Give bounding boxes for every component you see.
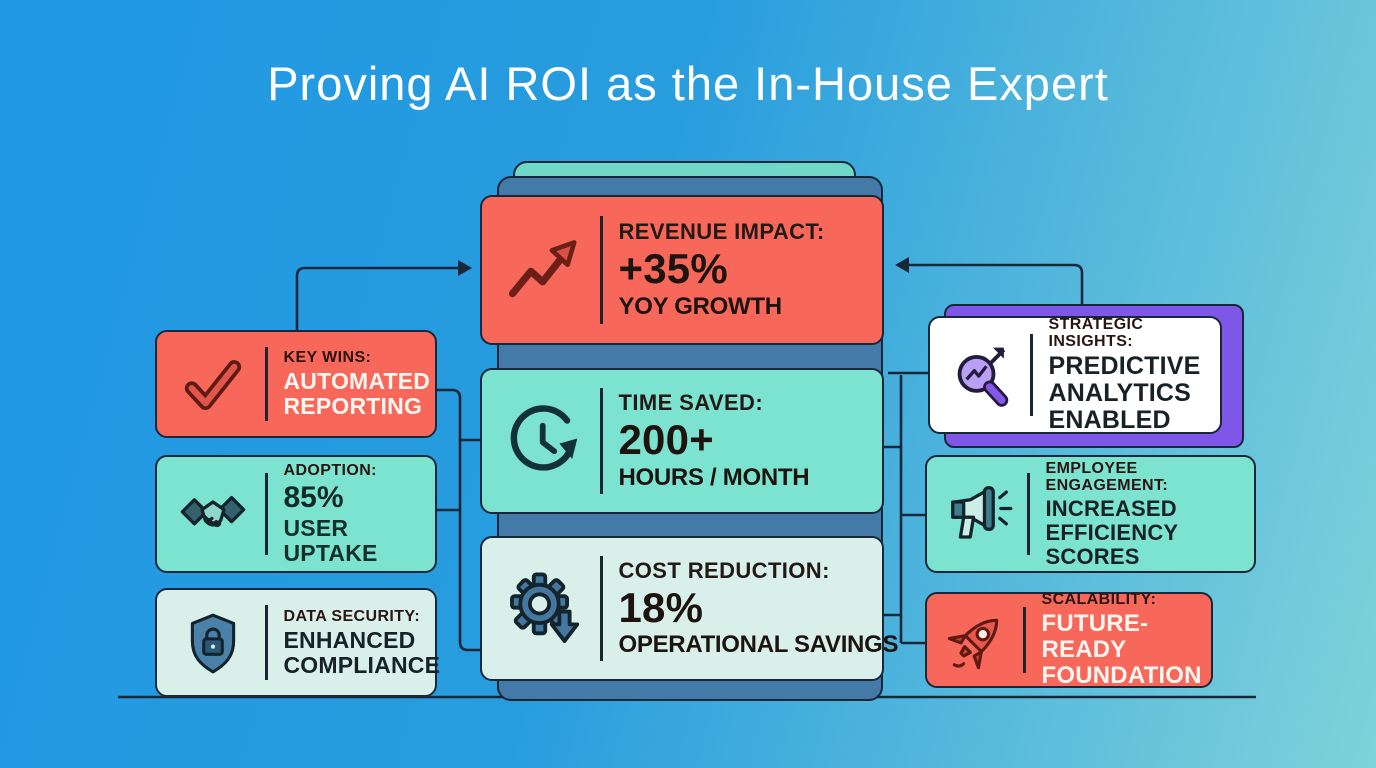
- card-key-wins: KEY WINS: AUTOMATED REPORTING: [155, 330, 437, 438]
- handshake-icon: [161, 457, 265, 571]
- card-label: EMPLOYEE ENGAGEMENT:: [1045, 459, 1169, 494]
- card-label: ADOPTION:: [283, 462, 377, 480]
- card-revenue-impact: REVENUE IMPACT: +35% YOY GROWTH: [480, 195, 884, 345]
- clock-history-icon: [488, 370, 600, 512]
- card-value: 200+: [618, 416, 714, 464]
- card-value: 18%: [618, 583, 704, 631]
- card-label: STRATEGIC INSIGHTS:: [1048, 315, 1144, 350]
- card-detail: OPERATIONAL SAVINGS: [618, 631, 899, 659]
- arrow-left: [295, 266, 460, 332]
- divider: [265, 604, 268, 681]
- card-time-saved: TIME SAVED: 200+ HOURS / MONTH: [480, 368, 884, 514]
- card-value: ENHANCED COMPLIANCE: [283, 626, 441, 678]
- page-title: Proving AI ROI as the In-House Expert: [267, 57, 1109, 110]
- card-value: AUTOMATED REPORTING: [283, 368, 431, 420]
- shield-lock-icon: [161, 590, 265, 695]
- rocket-icon: [931, 594, 1023, 686]
- trend-up-icon: [488, 197, 600, 343]
- magnifier-trend-icon: [934, 318, 1030, 432]
- divider: [1030, 333, 1033, 417]
- megaphone-icon: [931, 457, 1027, 571]
- card-label: DATA SECURITY:: [283, 607, 421, 625]
- divider: [600, 556, 603, 661]
- card-label: KEY WINS:: [283, 349, 372, 367]
- arrowhead-right-icon: [458, 260, 472, 276]
- card-label: TIME SAVED:: [618, 390, 764, 416]
- divider: [1023, 606, 1026, 674]
- card-label: REVENUE IMPACT:: [618, 219, 825, 245]
- divider: [265, 472, 268, 556]
- card-detail: YOY GROWTH: [618, 292, 783, 320]
- arrowhead-left-icon: [895, 257, 909, 273]
- card-adoption: ADOPTION: 85% USER UPTAKE: [155, 455, 437, 573]
- card-strategic-insights: STRATEGIC INSIGHTS: PREDICTIVE ANALYTICS…: [928, 316, 1222, 434]
- divider: [1027, 472, 1030, 556]
- card-value: INCREASED EFFICIENCY SCORES: [1045, 496, 1178, 569]
- card-value: +35%: [618, 245, 728, 293]
- arrow-right: [905, 263, 1084, 306]
- card-employee-engagement: EMPLOYEE ENGAGEMENT: INCREASED EFFICIENC…: [925, 455, 1256, 573]
- gear-down-icon: [488, 538, 600, 679]
- card-label: COST REDUCTION:: [618, 557, 830, 583]
- card-value: PREDICTIVE ANALYTICS ENABLED: [1048, 352, 1201, 435]
- card-detail: HOURS / MONTH: [618, 463, 810, 491]
- checkmark-icon: [161, 332, 265, 436]
- card-value: 85%: [283, 480, 344, 514]
- card-value: FUTURE-READY FOUNDATION: [1041, 610, 1202, 690]
- divider: [265, 346, 268, 422]
- card-data-security: DATA SECURITY: ENHANCED COMPLIANCE: [155, 588, 440, 697]
- card-detail: USER UPTAKE: [283, 515, 378, 566]
- card-label: SCALABILITY:: [1041, 591, 1157, 609]
- divider: [600, 388, 603, 494]
- card-scalability: SCALABILITY: FUTURE-READY FOUNDATION: [925, 591, 1213, 690]
- card-cost-reduction: COST REDUCTION: 18% OPERATIONAL SAVINGS: [480, 536, 898, 681]
- divider: [600, 215, 603, 325]
